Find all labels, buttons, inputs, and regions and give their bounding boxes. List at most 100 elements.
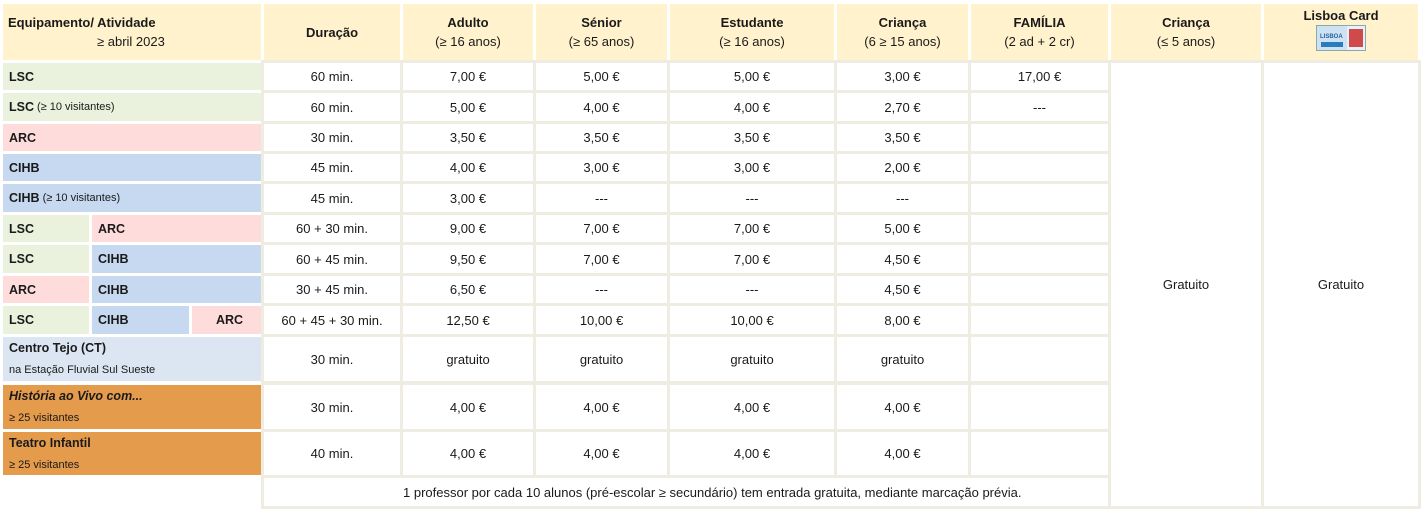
senior-value: 3,00 € [583, 160, 620, 175]
row-12-dur-cell: 40 min. [264, 432, 400, 475]
estudante-value: 7,00 € [733, 251, 771, 267]
estudante-value: 4,00 € [733, 399, 771, 415]
row-10-adulto-cell: gratuito [403, 337, 533, 381]
row-8-adulto-cell: 6,50 € [403, 276, 533, 303]
header-crianca-5-label: Criança [1162, 15, 1210, 30]
footer-note: 1 professor por cada 10 alunos (pré-esco… [264, 478, 1108, 506]
row-1-estudante-cell: 5,00 € [670, 63, 834, 90]
senior-value: gratuito [579, 351, 624, 367]
adulto-value: gratuito [446, 351, 490, 367]
row-10-crianca-cell: gratuito [837, 337, 968, 381]
dur-value: 30 min. [310, 351, 354, 367]
estudante-value: 5,00 € [733, 69, 771, 84]
header-estudante-age: (≥ 16 anos) [719, 34, 785, 49]
senior-value: 4,00 € [583, 446, 620, 461]
row-4-estudante-cell: 3,00 € [670, 154, 834, 181]
dur-value: 30 min. [310, 130, 354, 145]
row-6-label-2: ARC [92, 215, 261, 242]
header-crianca-age: (6 ≥ 15 anos) [864, 34, 941, 49]
header-familia: FAMÍLIA (2 ad + 2 cr) [971, 4, 1108, 60]
estudante-value: --- [745, 282, 759, 297]
dur-value: 60 + 45 + 30 min. [281, 312, 383, 328]
row-8-label-2: CIHB [92, 276, 261, 303]
row-3-label-1: ARC [3, 124, 261, 151]
header-estudante-label: Estudante [720, 15, 784, 30]
dur-value: 60 min. [310, 99, 354, 115]
row-8-estudante-cell: --- [670, 276, 834, 303]
row-2-senior-cell: 4,00 € [536, 93, 667, 121]
familia-value: 17,00 € [1017, 69, 1062, 84]
row-11-dur-cell: 30 min. [264, 385, 400, 429]
adulto-value: 9,00 € [449, 221, 487, 236]
row-4-familia-cell [971, 154, 1108, 181]
senior-value: 7,00 € [583, 251, 620, 267]
adulto-value: 4,00 € [449, 399, 487, 415]
row-12-estudante-cell: 4,00 € [670, 432, 834, 475]
row-4-senior-cell: 3,00 € [536, 154, 667, 181]
row-label-text: CIHB [9, 191, 40, 205]
dur-value: 60 + 45 min. [296, 251, 368, 267]
header-duracao-label: Duração [305, 24, 359, 40]
row-label-text: CIHB [98, 313, 129, 327]
row-4-adulto-cell: 4,00 € [403, 154, 533, 181]
row-label-note: na Estação Fluvial Sul Sueste [9, 364, 156, 376]
row-label-text: Teatro Infantil [9, 435, 91, 450]
adulto-value: 4,00 € [449, 446, 487, 461]
header-equipamento-date: ≥ abril 2023 [97, 34, 165, 49]
row-label-text: CIHB [98, 252, 129, 266]
row-label-text: Centro Tejo (CT) [9, 341, 106, 355]
row-5-label-1: CIHB (≥ 10 visitantes) [3, 184, 261, 212]
row-10-familia-cell [971, 337, 1108, 381]
header-equipamento-title: Equipamento/ Atividade [8, 15, 156, 30]
header-adulto: Adulto (≥ 16 anos) [403, 4, 533, 60]
row-10-dur-cell: 30 min. [264, 337, 400, 381]
row-5-adulto-cell: 3,00 € [403, 184, 533, 212]
header-lisboa-card: Lisboa Card LISBOA [1264, 4, 1418, 60]
row-8-senior-cell: --- [536, 276, 667, 303]
adulto-value: 9,50 € [449, 251, 487, 267]
row-9-familia-cell [971, 306, 1108, 334]
row-4-crianca-cell: 2,00 € [837, 154, 968, 181]
header-adulto-label: Adulto [447, 15, 489, 30]
row-12-crianca-cell: 4,00 € [837, 432, 968, 475]
row-12-familia-cell [971, 432, 1108, 475]
crianca-value: 3,00 € [884, 69, 921, 84]
senior-value: 4,00 € [583, 399, 620, 415]
header-equipamento: Equipamento/ Atividade ≥ abril 2023 [3, 4, 261, 60]
row-3-estudante-cell: 3,50 € [670, 124, 834, 151]
row-label-note: ≥ 25 visitantes [9, 412, 80, 424]
crianca-value: 2,00 € [884, 160, 921, 175]
row-9-crianca-cell: 8,00 € [837, 306, 968, 334]
row-3-familia-cell [971, 124, 1108, 151]
senior-value: --- [595, 282, 608, 297]
header-estudante: Estudante (≥ 16 anos) [670, 4, 834, 60]
crianca-value: --- [896, 190, 909, 206]
header-senior-age: (≥ 65 anos) [568, 34, 635, 49]
row-label-text: ARC [215, 313, 244, 327]
crianca-5-free-text: Gratuito [1162, 277, 1210, 292]
crianca-value: 5,00 € [884, 221, 921, 236]
adulto-value: 5,00 € [449, 99, 487, 115]
dur-value: 60 + 30 min. [296, 221, 368, 236]
crianca-value: 2,70 € [884, 99, 921, 115]
header-senior: Sénior (≥ 65 anos) [536, 4, 667, 60]
row-6-familia-cell [971, 215, 1108, 242]
senior-value: 10,00 € [579, 312, 624, 328]
row-6-senior-cell: 7,00 € [536, 215, 667, 242]
row-7-adulto-cell: 9,50 € [403, 245, 533, 273]
row-1-label-1: LSC [3, 63, 261, 90]
row-label-text: CIHB [98, 282, 129, 297]
row-11-crianca-cell: 4,00 € [837, 385, 968, 429]
row-2-crianca-cell: 2,70 € [837, 93, 968, 121]
row-7-senior-cell: 7,00 € [536, 245, 667, 273]
row-label-text: História ao Vivo com... [9, 389, 143, 403]
row-6-label-1: LSC [3, 215, 89, 242]
row-1-familia-cell: 17,00 € [971, 63, 1108, 90]
lisboa-card-free-cell: Gratuito [1264, 63, 1418, 506]
row-4-dur-cell: 45 min. [264, 154, 400, 181]
estudante-value: 4,00 € [733, 99, 771, 115]
row-5-familia-cell [971, 184, 1108, 212]
header-duracao: Duração [264, 4, 400, 60]
senior-value: 4,00 € [583, 99, 620, 115]
row-11-estudante-cell: 4,00 € [670, 385, 834, 429]
